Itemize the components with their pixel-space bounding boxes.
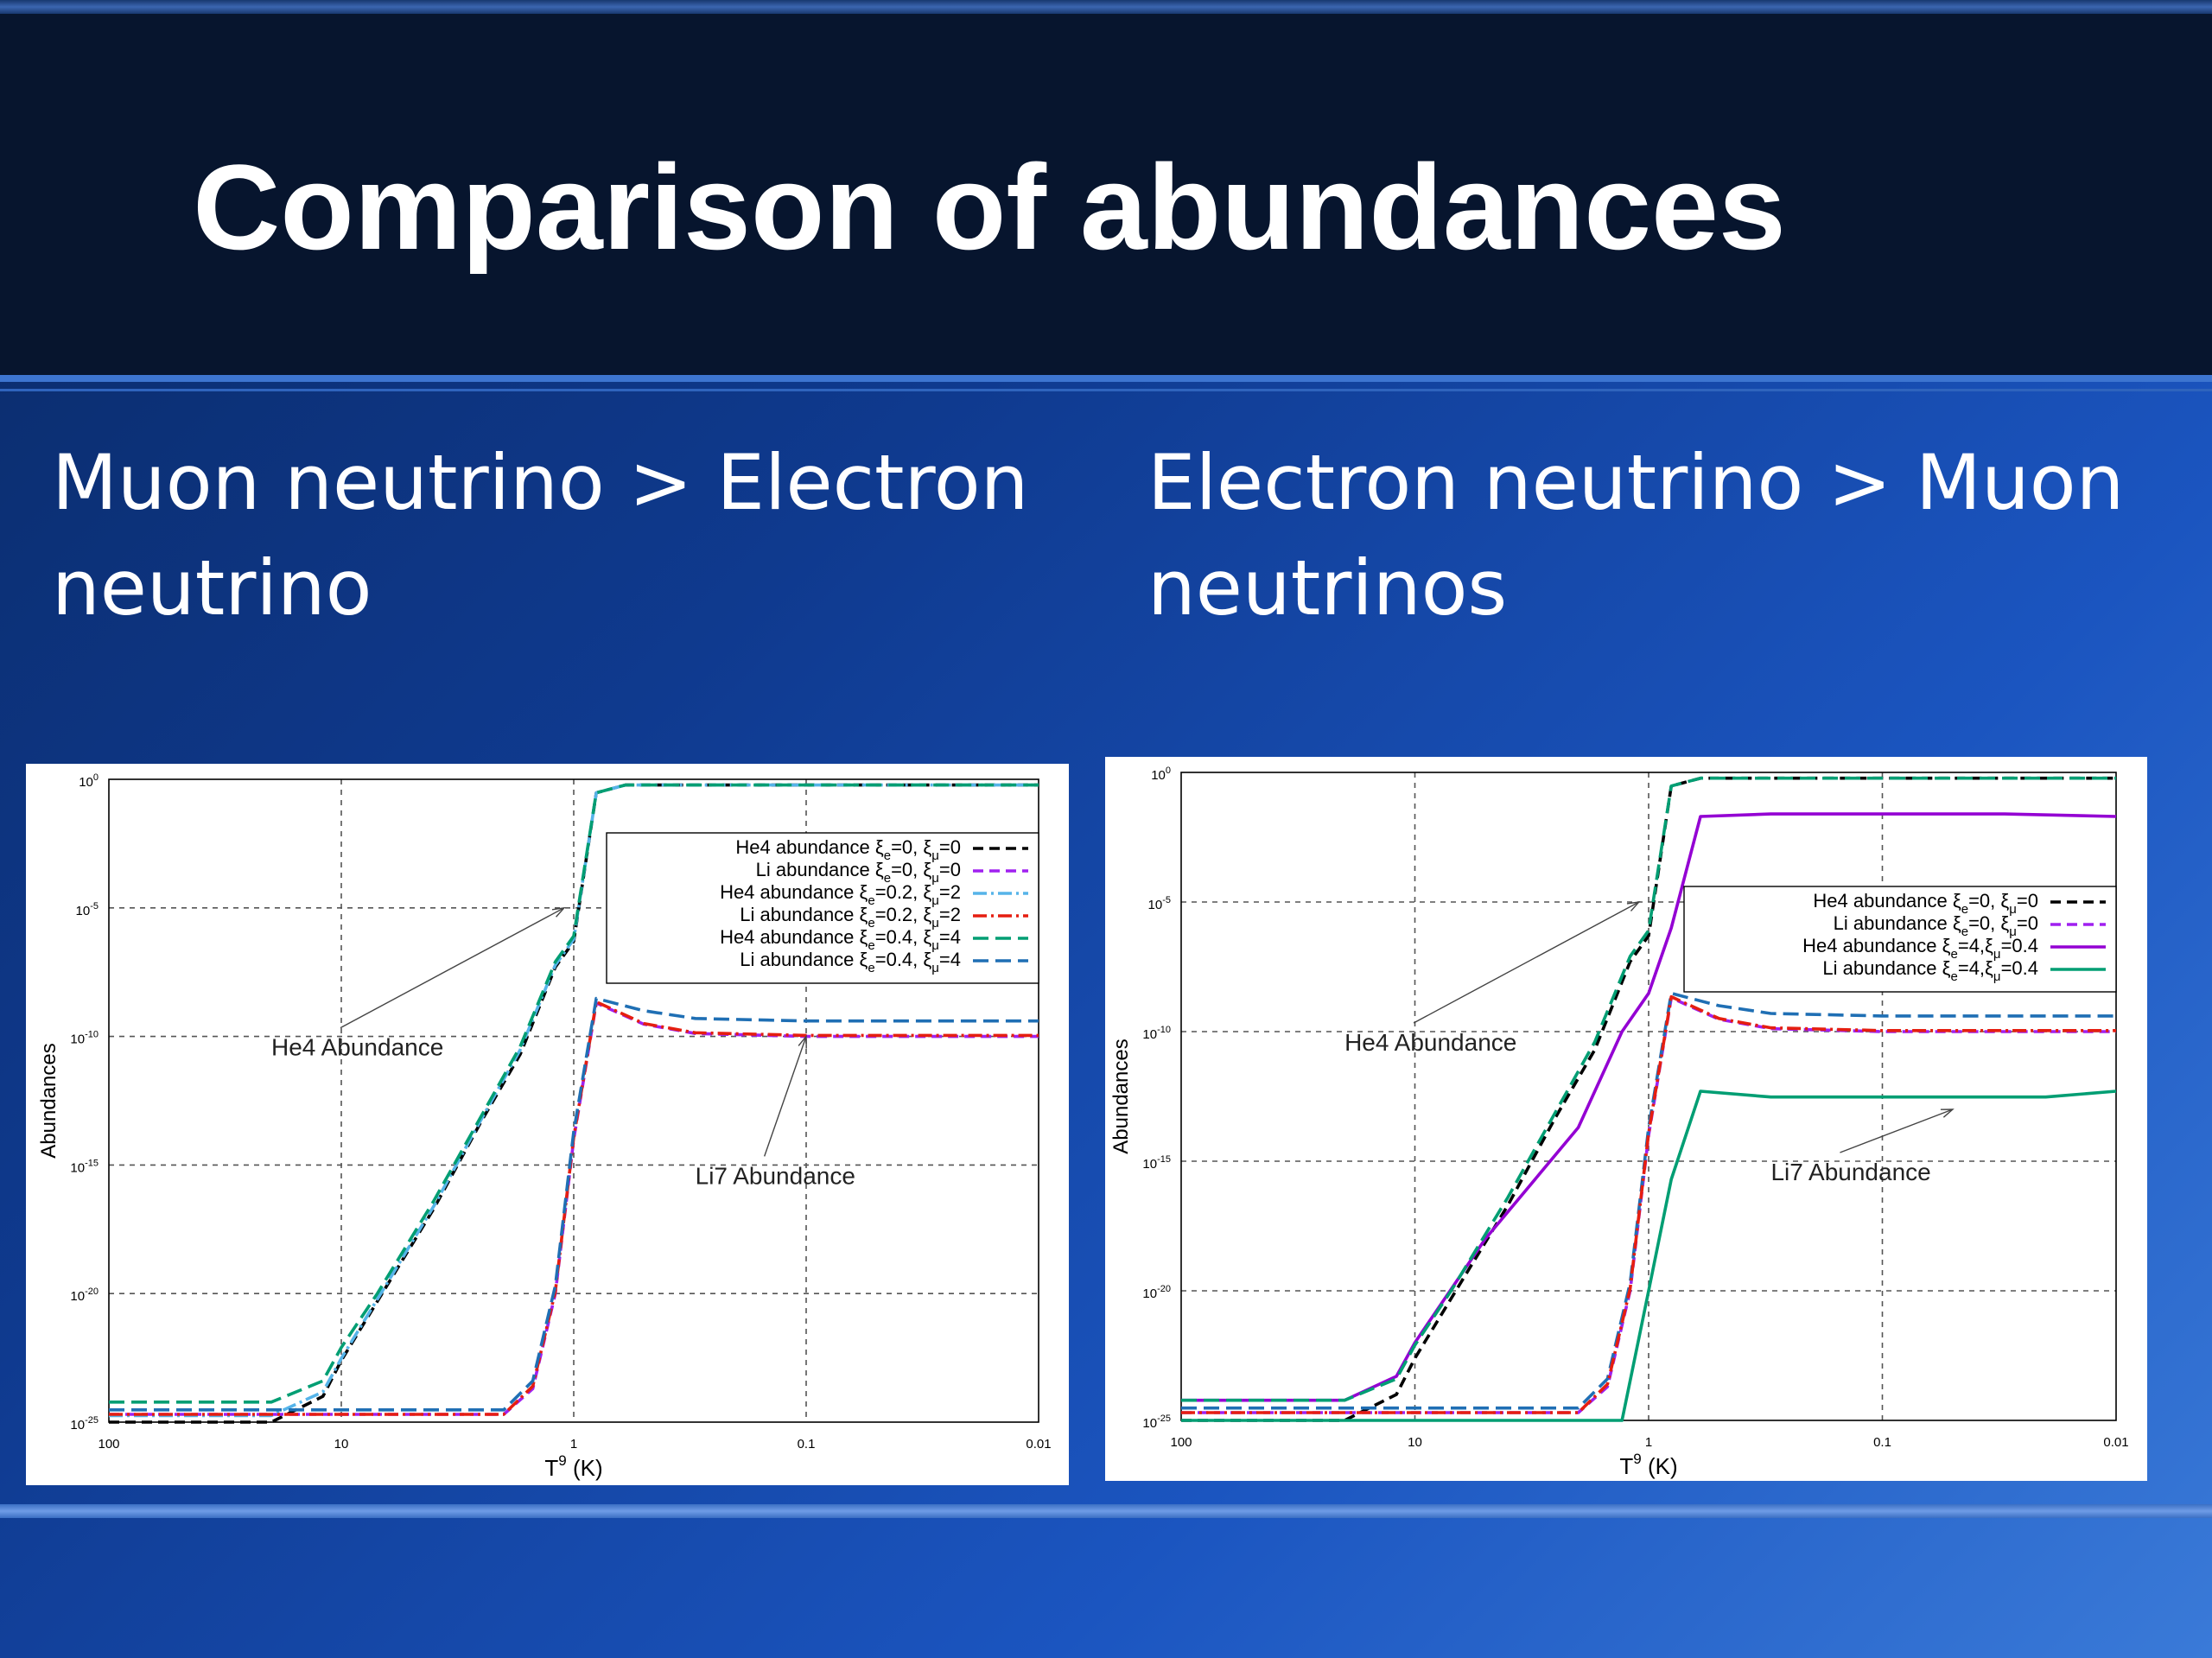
y-tick-label: 10-25: [70, 1415, 99, 1432]
x-tick-label: 100: [98, 1437, 119, 1452]
legend-entry-label: He4 abundance ξe=0.4, ξμ=4: [720, 926, 961, 953]
y-tick-label: 10-25: [1142, 1413, 1171, 1431]
annotation-label: Li7 Abundance: [696, 1162, 855, 1189]
series-line: [109, 996, 1039, 1412]
x-tick-label: 100: [1170, 1435, 1192, 1450]
left-chart-panel: 100 10 1 0.1 0.01 100 10-5 10-10 10-15 10-20 10-25…: [26, 764, 1069, 1485]
x-axis-label: T9 (K): [1619, 1451, 1677, 1479]
bottom-divider: [0, 1504, 2212, 1518]
x-tick-label: 0.1: [798, 1437, 816, 1452]
series-line: [1181, 996, 2116, 1414]
legend-entry-label: He4 abundance ξe=4,ξμ=0.4: [1802, 935, 2038, 962]
annotation-arrow: [763, 1036, 807, 1157]
x-tick-label: 1: [570, 1437, 577, 1452]
x-tick-label: 10: [334, 1437, 349, 1452]
series-line: [109, 783, 1039, 1404]
y-tick-label: 10-20: [1142, 1284, 1171, 1301]
annotation-label: He4 Abundance: [271, 1034, 443, 1061]
title-band: [0, 14, 2212, 375]
y-tick-label: 10-15: [1142, 1154, 1171, 1172]
plot-frame: [108, 778, 1039, 1423]
annotation-label: Li7 Abundance: [1770, 1159, 1930, 1185]
legend-entry-label: Li abundance ξe=0, ξμ=0: [756, 859, 961, 886]
y-tick-label: 10-15: [70, 1158, 99, 1175]
title-divider: [0, 375, 2212, 382]
annotation-arrowhead: [798, 1034, 807, 1049]
legend-entry-label: Li abundance ξe=0.4, ξμ=4: [740, 949, 961, 975]
legend-entry-label: Li abundance ξe=0, ξμ=0: [1834, 912, 2038, 939]
annotation-label: He4 Abundance: [1344, 1029, 1516, 1056]
annotation-arrowhead: [551, 906, 566, 918]
y-axis-label: Abundances: [37, 1043, 60, 1158]
x-tick-label: 0.1: [1873, 1435, 1891, 1450]
x-tick-label: 1: [1645, 1435, 1652, 1450]
annotation-arrow: [340, 907, 565, 1029]
legend-entry-label: He4 abundance ξe=0, ξμ=0: [735, 836, 961, 863]
series-line: [1181, 991, 2116, 1410]
title-divider-thin: [0, 389, 2212, 391]
legend-box: [1683, 886, 2117, 993]
series-line: [109, 783, 1039, 1424]
y-axis-label: Abundances: [1109, 1039, 1133, 1153]
annotation-arrowhead: [1940, 1109, 1955, 1118]
legend-entry-label: Li abundance ξe=0.2, ξμ=2: [740, 904, 961, 931]
slide-title: Comparison of abundances: [193, 139, 1786, 275]
y-tick-label: 10-20: [70, 1286, 99, 1304]
y-tick-label: 10-5: [1148, 895, 1171, 912]
right-heading: Electron neutrino > Muon neutrinos: [1147, 438, 2125, 632]
series-line: [1181, 994, 2116, 1414]
series-line: [1181, 776, 2116, 1402]
left-chart: 100 10 1 0.1 0.01 100 10-5 10-10 10-15 10-20 10-25…: [37, 772, 1052, 1481]
annotation-arrowhead: [1626, 901, 1641, 912]
right-chart: 100 10 1 0.1 0.01 100 10-5 10-10 10-15 10-20 10-25…: [1109, 765, 2129, 1479]
y-tick-label: 10-10: [70, 1030, 99, 1047]
legend-entry-label: Li abundance ξe=4,ξμ=0.4: [1822, 957, 2038, 984]
x-tick-label: 0.01: [1026, 1437, 1051, 1452]
annotation-arrow: [1840, 1109, 1954, 1153]
y-tick-label: 100: [1151, 765, 1171, 783]
top-rule: [0, 0, 2212, 14]
legend-entry-label: He4 abundance ξe=0, ξμ=0: [1813, 890, 2038, 917]
legend-box: [606, 832, 1039, 984]
y-tick-label: 10-5: [76, 901, 99, 918]
y-tick-label: 10-10: [1142, 1025, 1171, 1042]
x-tick-label: 10: [1408, 1435, 1422, 1450]
legend-entry-label: He4 abundance ξe=0.2, ξμ=2: [720, 881, 961, 908]
left-heading: Muon neutrino > Electron neutrino: [52, 438, 1029, 632]
right-chart-panel: 100 10 1 0.1 0.01 100 10-5 10-10 10-15 10-20 10-25…: [1105, 757, 2147, 1481]
x-tick-label: 0.01: [2103, 1435, 2128, 1450]
series-line: [1181, 1089, 2117, 1422]
annotation-arrow: [1413, 901, 1640, 1024]
plot-frame: [1180, 772, 2117, 1421]
x-axis-label: T9 (K): [544, 1452, 602, 1481]
y-tick-label: 100: [79, 772, 99, 790]
